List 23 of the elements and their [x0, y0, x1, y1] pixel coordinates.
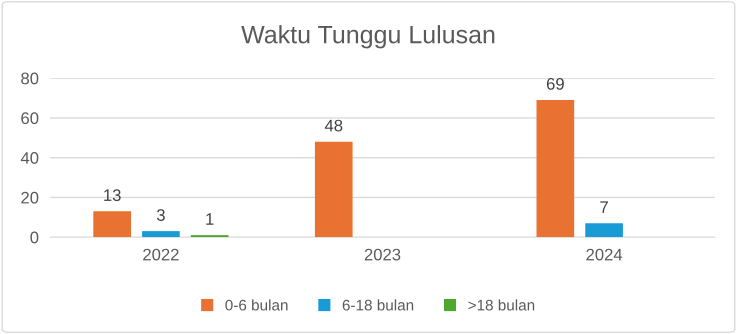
data-label: 3 [156, 209, 165, 221]
legend-label: 0-6 bulan [225, 299, 288, 311]
data-label: 7 [600, 201, 608, 213]
legend-label: 6-18 bulan [342, 299, 414, 311]
bar [142, 231, 180, 238]
data-label: 13 [104, 189, 121, 202]
legend-label: >18 bulan [468, 299, 534, 311]
y-tick-label: 80 [21, 72, 38, 84]
y-tick-label: 40 [20, 152, 38, 164]
data-label: 69 [546, 78, 564, 90]
x-tick-label: 2024 [586, 248, 622, 260]
x-tick-label: 2023 [364, 248, 400, 260]
bar [314, 142, 353, 238]
y-tick-label: 0 [30, 232, 38, 244]
data-label: 48 [324, 120, 342, 132]
y-tick-label: 20 [21, 192, 38, 204]
chart-title: Waktu Tunggu Lulusan [241, 25, 494, 48]
bar [585, 223, 623, 238]
x-tick-label: 2022 [143, 248, 179, 260]
y-tick-label: 60 [21, 112, 38, 124]
bar [93, 211, 131, 238]
bar [536, 100, 574, 238]
data-label: 1 [206, 213, 214, 225]
